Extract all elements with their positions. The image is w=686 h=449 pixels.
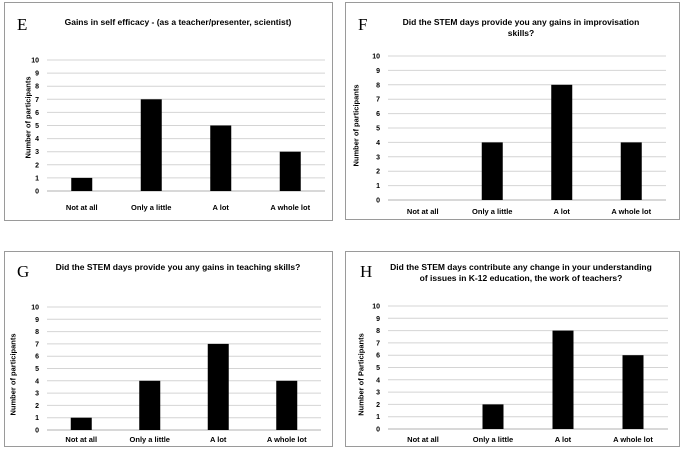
y-tick-label: 0 [35, 428, 39, 435]
y-tick-label: 1 [35, 175, 39, 182]
panel-letter: H [360, 262, 373, 281]
y-tick-label: 6 [35, 110, 39, 117]
bar-chart: 0 1 2 3 4 5 6 7 8 9 10 Not at all Only a little A lot… [31, 58, 325, 212]
y-tick-label: 2 [35, 162, 39, 169]
bar [140, 99, 162, 191]
x-category-label: A whole lot [267, 435, 307, 444]
bar [481, 142, 503, 200]
x-category-label: A lot [555, 435, 572, 444]
y-tick-label: 10 [31, 58, 39, 65]
y-tick-label: 10 [372, 304, 380, 311]
y-tick-label: 6 [376, 353, 380, 360]
bar [71, 177, 93, 191]
bar [210, 125, 232, 191]
chart-panel-h: H Did the STEM days contribute any chang… [345, 251, 680, 447]
y-tick-label: 0 [376, 427, 380, 434]
x-category-label: A lot [210, 435, 227, 444]
y-tick-label: 9 [35, 71, 39, 78]
y-tick-label: 4 [35, 136, 39, 143]
bar [139, 380, 161, 430]
y-tick-label: 1 [35, 415, 39, 422]
y-tick-label: 7 [35, 97, 39, 104]
chart-title: Did the STEM days provide you any gains … [402, 17, 640, 38]
y-tick-label: 8 [376, 82, 380, 89]
y-tick-label: 2 [376, 169, 380, 176]
bar-chart: 0 1 2 3 4 5 6 7 8 9 10 Not at all Only a little A lot… [372, 304, 668, 444]
y-tick-label: 6 [35, 354, 39, 361]
bar [551, 84, 573, 200]
y-tick-label: 4 [376, 377, 380, 384]
bar [207, 343, 229, 430]
y-tick-label: 3 [376, 390, 380, 397]
y-tick-label: 9 [35, 317, 39, 324]
y-tick-label: 9 [376, 316, 380, 323]
y-tick-label: 3 [35, 391, 39, 398]
x-category-label: Only a little [473, 435, 513, 444]
panel-letter: E [17, 15, 28, 34]
y-tick-label: 10 [372, 54, 380, 61]
bar [482, 404, 504, 429]
y-tick-label: 8 [35, 84, 39, 91]
chart-panel-f: F Did the STEM days provide you any gain… [345, 2, 680, 220]
y-tick-label: 4 [35, 378, 39, 385]
y-tick-label: 3 [376, 154, 380, 161]
y-tick-label: 8 [376, 328, 380, 335]
x-category-label: Only a little [131, 203, 171, 212]
bar [279, 151, 301, 191]
bar-chart: 0 1 2 3 4 5 6 7 8 9 10 Not at all Only a little A lot… [31, 305, 321, 444]
bar [276, 380, 298, 430]
y-tick-label: 3 [35, 149, 39, 156]
x-category-label: A lot [213, 203, 230, 212]
x-category-label: Not at all [65, 435, 97, 444]
y-tick-label: 8 [35, 329, 39, 336]
y-tick-label: 2 [376, 402, 380, 409]
y-tick-label: 5 [376, 365, 380, 372]
x-category-label: Only a little [130, 435, 170, 444]
y-tick-label: 1 [376, 183, 380, 190]
bar [622, 355, 644, 429]
bar [70, 417, 92, 430]
chart-title: Did the STEM days contribute any change … [390, 262, 652, 283]
y-tick-label: 4 [376, 140, 380, 147]
y-tick-label: 9 [376, 68, 380, 75]
x-category-label: A whole lot [613, 435, 653, 444]
y-tick-label: 1 [376, 414, 380, 421]
y-tick-label: 7 [35, 341, 39, 348]
y-tick-label: 6 [376, 111, 380, 118]
y-tick-label: 10 [31, 305, 39, 312]
x-category-label: A lot [554, 207, 571, 216]
bar-chart: 0 1 2 3 4 5 6 7 8 9 10 Not at all Only a little A lot… [372, 54, 666, 216]
bar [620, 142, 642, 200]
chart-panel-e: E Gains in self efficacy - (as a teacher… [4, 2, 333, 221]
x-category-label: A whole lot [611, 207, 651, 216]
x-category-label: Not at all [407, 435, 439, 444]
chart-title: Did the STEM days provide you any gains … [55, 262, 301, 272]
y-tick-label: 7 [376, 340, 380, 347]
y-tick-label: 7 [376, 97, 380, 104]
x-category-label: A whole lot [270, 203, 310, 212]
x-category-label: Not at all [407, 207, 439, 216]
y-tick-label: 5 [35, 366, 39, 373]
y-tick-label: 5 [35, 123, 39, 130]
y-tick-label: 2 [35, 403, 39, 410]
chart-panel-g: G Did the STEM days provide you any gain… [4, 251, 333, 447]
x-category-label: Only a little [472, 207, 512, 216]
bar [552, 330, 574, 429]
chart-title: Gains in self efficacy - (as a teacher/p… [64, 17, 292, 27]
y-tick-label: 0 [35, 189, 39, 196]
y-tick-label: 5 [376, 126, 380, 133]
x-category-label: Not at all [66, 203, 98, 212]
panel-letter: G [17, 262, 30, 281]
panel-letter: F [358, 15, 368, 34]
y-tick-label: 0 [376, 198, 380, 205]
